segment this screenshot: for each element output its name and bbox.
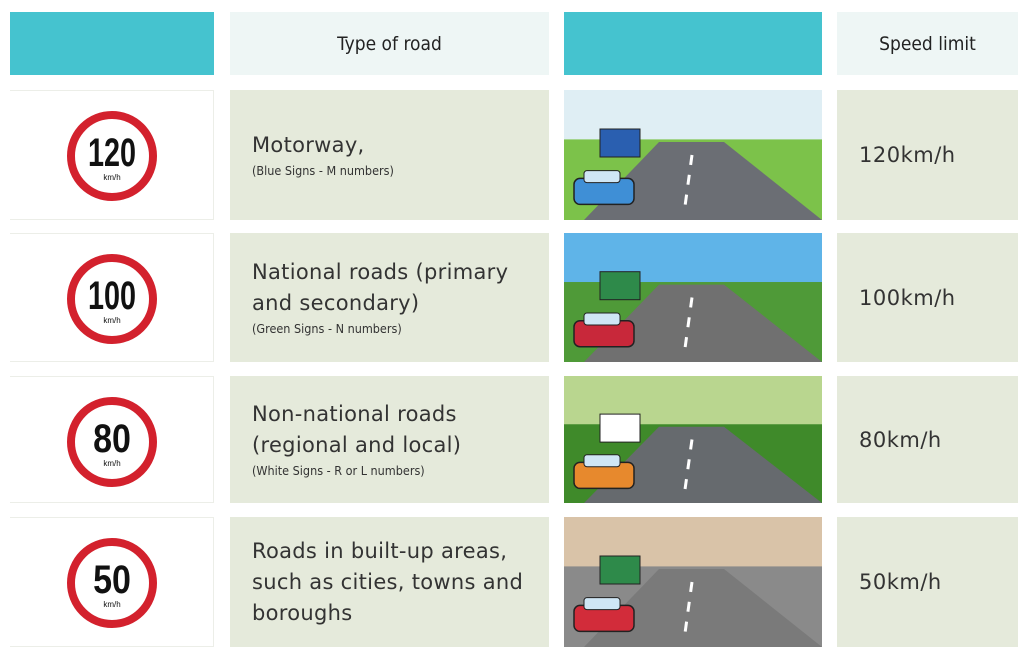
illustration: [564, 376, 822, 503]
illustration: [564, 517, 822, 647]
sign-unit: km/h: [103, 173, 120, 182]
car-window: [584, 598, 620, 610]
road-type: Motorway,: [252, 130, 535, 161]
speed-sign: 100km/h: [10, 234, 214, 363]
speed-sign: 50km/h: [10, 518, 214, 648]
sign-unit: km/h: [103, 459, 120, 468]
illustration: [564, 233, 822, 362]
sign-board: [600, 129, 640, 157]
sign-unit: km/h: [103, 600, 120, 609]
sign-board: [600, 272, 640, 300]
speed-limit: 120km/h: [837, 90, 1018, 220]
scene: [564, 233, 822, 362]
header-cell: Speed limit: [837, 12, 1018, 75]
speed-sign: 120km/h: [10, 91, 214, 221]
header-cell: Type of road: [230, 12, 549, 75]
car-window: [584, 313, 620, 325]
road-note: (Blue Signs - M numbers): [252, 161, 535, 181]
road-cell: Non-national roads (regional and local)(…: [230, 376, 549, 503]
sign-board: [600, 556, 640, 584]
road-cell: Roads in built-up areas, such as cities,…: [230, 517, 549, 647]
road-type: National roads (primary and secondary): [252, 257, 535, 319]
speed-limit: 50km/h: [837, 517, 1018, 647]
header-block: [10, 12, 214, 75]
road-type: Non-national roads (regional and local): [252, 399, 535, 461]
speed-limit: 100km/h: [837, 233, 1018, 362]
scene: [564, 517, 822, 647]
speed-limit: 80km/h: [837, 376, 1018, 503]
road-type: Roads in built-up areas, such as cities,…: [252, 536, 535, 629]
header-block: [564, 12, 822, 75]
scene: [564, 376, 822, 503]
sign-number: 100: [88, 273, 136, 318]
road-cell: National roads (primary and secondary)(G…: [230, 233, 549, 362]
sign-number: 80: [93, 415, 131, 460]
car-window: [584, 455, 620, 467]
speed-sign: 80km/h: [10, 377, 214, 504]
road-note: (Green Signs - N numbers): [252, 319, 535, 339]
sign-number: 120: [88, 130, 136, 175]
road-note: (White Signs - R or L numbers): [252, 461, 535, 481]
road-cell: Motorway,(Blue Signs - M numbers): [230, 90, 549, 220]
sign-unit: km/h: [103, 316, 120, 325]
scene: [564, 90, 822, 220]
sign-number: 50: [93, 556, 131, 601]
illustration: [564, 90, 822, 220]
page: Type of road Speed limit 120km/hMotorway…: [0, 0, 1018, 641]
sign-board: [600, 414, 640, 442]
car-window: [584, 171, 620, 183]
